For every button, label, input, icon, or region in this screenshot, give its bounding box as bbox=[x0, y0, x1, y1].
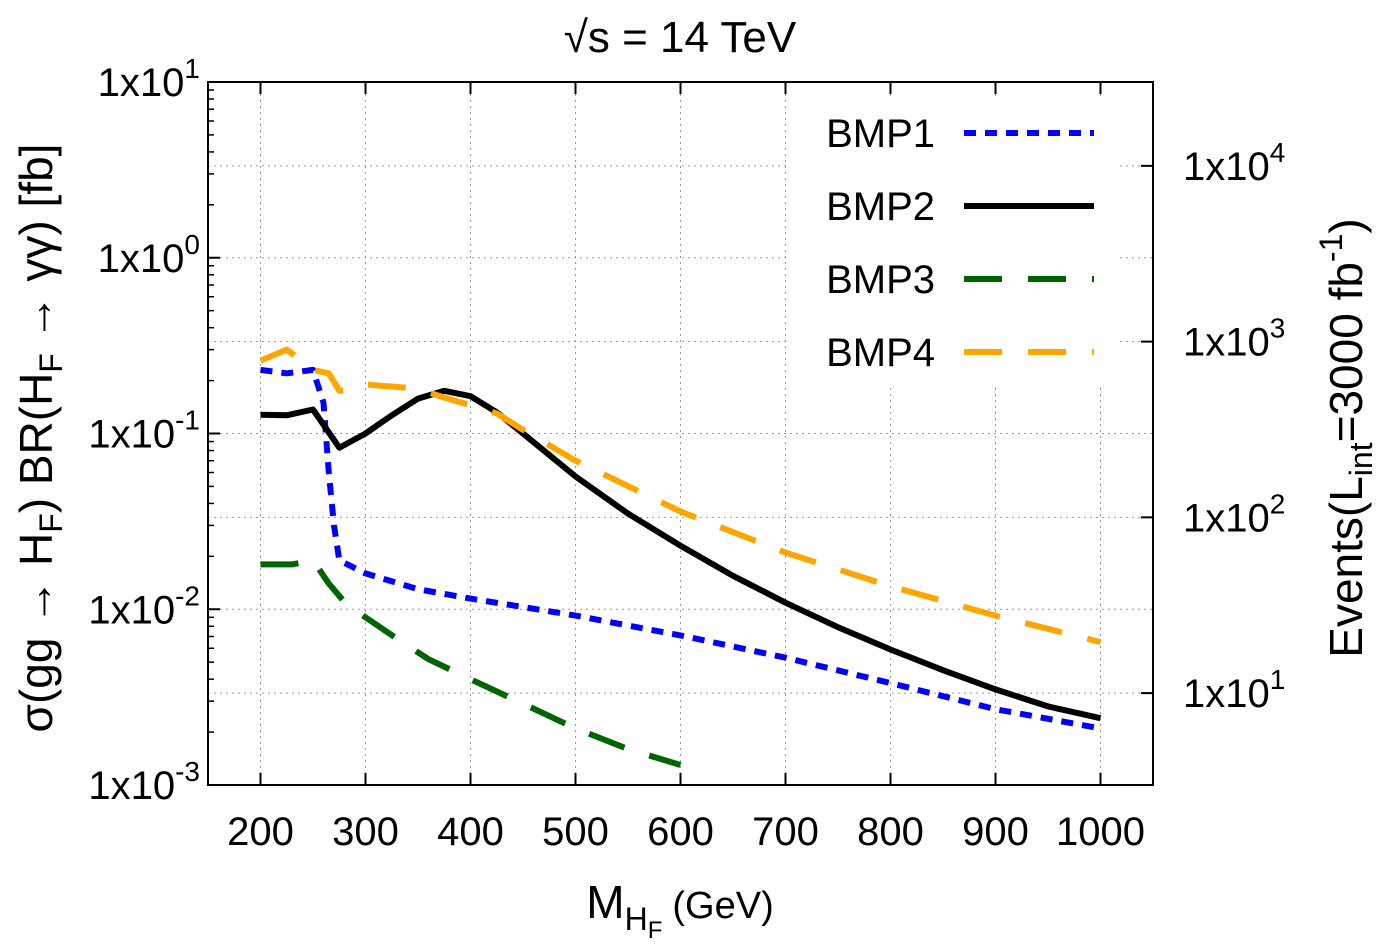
y2-tick-label: 1x103 bbox=[1183, 313, 1285, 365]
series-line-bmp4 bbox=[259, 346, 1102, 646]
y-tick-label: 1x101 bbox=[98, 53, 200, 105]
y-tick-label: 1x10-2 bbox=[88, 580, 200, 632]
x-axis-title-unit: (GeV) bbox=[672, 885, 773, 927]
y2-axis-title: Events(Lint=3000 fb-1) bbox=[1313, 218, 1379, 657]
y2-axis-title-group: Events(Lint=3000 fb-1) bbox=[1313, 218, 1379, 657]
x-tick-label: 900 bbox=[962, 810, 1029, 854]
series-layer bbox=[259, 346, 1102, 768]
legend-label-bmp3: BMP3 bbox=[826, 258, 935, 302]
x-tick-label: 200 bbox=[227, 810, 294, 854]
x-tick-label: 800 bbox=[857, 810, 924, 854]
y-tick-label: 1x10-3 bbox=[88, 756, 200, 808]
series-line-bmp2 bbox=[260, 387, 1102, 722]
legend-label-bmp4: BMP4 bbox=[826, 331, 935, 375]
ticks-layer: 200 300 400 500 600 700 800 900 1000 1x101 1x100 1x… bbox=[88, 53, 1285, 854]
series-line-bmp1 bbox=[260, 366, 1102, 732]
x-tick-label: 400 bbox=[437, 810, 504, 854]
chart-title: √s = 14 TeV bbox=[564, 13, 797, 62]
legend: BMP1 BMP2 BMP3 BMP4 bbox=[790, 100, 1120, 385]
y-axis-title: σ(gg → HF) BR(HF → γγ) [fb] bbox=[10, 144, 69, 733]
y2-tick-label: 1x102 bbox=[1183, 488, 1285, 540]
x-axis-title-sub: H bbox=[625, 901, 648, 937]
x-tick-label: 500 bbox=[542, 810, 609, 854]
x-tick-label: 1000 bbox=[1056, 810, 1145, 854]
y-tick-label: 1x10-1 bbox=[88, 405, 200, 457]
y2-tick-label: 1x101 bbox=[1183, 664, 1285, 716]
series-line-bmp3 bbox=[260, 557, 682, 768]
x-axis-title-main: M bbox=[586, 876, 624, 928]
legend-background bbox=[790, 100, 1120, 385]
legend-label-bmp2: BMP2 bbox=[826, 185, 935, 229]
y2-tick-label: 1x104 bbox=[1183, 137, 1285, 189]
legend-label-bmp1: BMP1 bbox=[826, 112, 935, 156]
x-tick-label: 700 bbox=[752, 810, 819, 854]
x-axis-title-subsub: F bbox=[648, 917, 663, 944]
x-tick-label: 600 bbox=[647, 810, 714, 854]
y-axis-title-group: σ(gg → HF) BR(HF → γγ) [fb] bbox=[10, 144, 69, 733]
x-axis-title: MHF (GeV) bbox=[586, 876, 773, 944]
x-tick-label: 300 bbox=[332, 810, 399, 854]
y-tick-label: 1x100 bbox=[98, 229, 200, 281]
